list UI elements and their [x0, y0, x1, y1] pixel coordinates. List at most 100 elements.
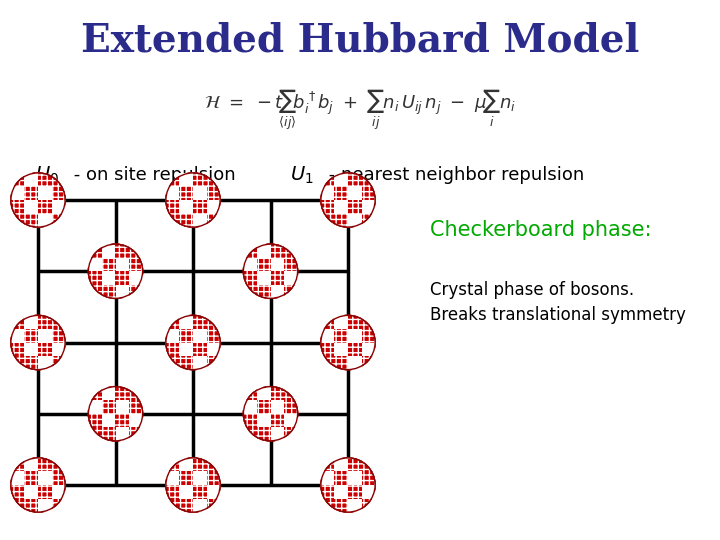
Bar	[129, 271, 143, 285]
Circle shape	[166, 173, 220, 227]
Bar	[284, 271, 297, 285]
Text: Extended Hubbard Model: Extended Hubbard Model	[81, 21, 639, 59]
Bar	[348, 329, 361, 342]
Circle shape	[11, 458, 65, 512]
Circle shape	[166, 173, 220, 227]
Bar	[179, 485, 193, 498]
Bar	[361, 200, 375, 213]
Bar	[11, 186, 24, 200]
Bar	[348, 498, 361, 512]
Bar	[207, 200, 220, 213]
Circle shape	[321, 315, 375, 369]
Text: - nearest neighbor repulsion: - nearest neighbor repulsion	[323, 166, 584, 184]
Circle shape	[166, 315, 220, 369]
Bar	[193, 498, 207, 512]
Bar	[271, 285, 284, 298]
Bar	[38, 356, 52, 369]
Bar	[24, 315, 38, 329]
Circle shape	[321, 173, 375, 227]
Circle shape	[243, 244, 297, 298]
Bar	[271, 400, 284, 414]
Bar	[166, 329, 179, 342]
Bar	[207, 485, 220, 498]
Bar	[38, 213, 52, 227]
Bar	[257, 244, 271, 258]
Bar	[284, 414, 297, 427]
Circle shape	[11, 173, 65, 227]
Bar	[257, 414, 271, 427]
Bar	[115, 285, 129, 298]
Bar	[207, 342, 220, 356]
Bar	[179, 342, 193, 356]
Bar	[24, 458, 38, 471]
Text: Checkerboard phase:: Checkerboard phase:	[430, 220, 652, 240]
Bar	[348, 471, 361, 485]
Bar	[335, 173, 348, 186]
Circle shape	[166, 458, 220, 512]
Bar	[24, 200, 38, 213]
Circle shape	[321, 315, 375, 369]
Bar	[89, 258, 102, 271]
Circle shape	[166, 458, 220, 512]
Bar	[24, 173, 38, 186]
Bar	[38, 498, 52, 512]
Bar	[115, 258, 129, 271]
Bar	[193, 186, 207, 200]
Bar	[348, 213, 361, 227]
Bar	[115, 427, 129, 441]
Circle shape	[89, 244, 143, 298]
Bar	[166, 471, 179, 485]
Bar	[321, 186, 335, 200]
Bar	[193, 213, 207, 227]
Bar	[335, 485, 348, 498]
Circle shape	[243, 387, 297, 441]
Circle shape	[89, 387, 143, 441]
Bar	[193, 356, 207, 369]
Bar	[271, 427, 284, 441]
Bar	[193, 471, 207, 485]
Bar	[361, 342, 375, 356]
Bar	[361, 485, 375, 498]
Bar	[38, 471, 52, 485]
Bar	[243, 258, 257, 271]
Bar	[52, 485, 65, 498]
Bar	[179, 458, 193, 471]
Circle shape	[11, 458, 65, 512]
Bar	[321, 329, 335, 342]
Bar	[257, 387, 271, 400]
Bar	[179, 173, 193, 186]
Circle shape	[89, 387, 143, 441]
Bar	[52, 342, 65, 356]
Circle shape	[321, 458, 375, 512]
Circle shape	[166, 315, 220, 369]
Bar	[335, 458, 348, 471]
Bar	[11, 329, 24, 342]
Bar	[321, 471, 335, 485]
Circle shape	[243, 244, 297, 298]
Bar	[179, 200, 193, 213]
Bar	[24, 342, 38, 356]
Bar	[179, 315, 193, 329]
Circle shape	[11, 315, 65, 369]
Bar	[257, 271, 271, 285]
Bar	[348, 186, 361, 200]
Bar	[102, 244, 115, 258]
Bar	[102, 414, 115, 427]
Circle shape	[11, 315, 65, 369]
Bar	[335, 200, 348, 213]
Bar	[271, 258, 284, 271]
Text: $U_0$: $U_0$	[35, 164, 59, 186]
Bar	[166, 186, 179, 200]
Text: Breaks translational symmetry: Breaks translational symmetry	[430, 306, 686, 324]
Bar	[102, 387, 115, 400]
Bar	[348, 356, 361, 369]
Bar	[102, 271, 115, 285]
Circle shape	[321, 458, 375, 512]
Bar	[335, 315, 348, 329]
Bar	[38, 186, 52, 200]
Circle shape	[243, 387, 297, 441]
Text: $U_1$: $U_1$	[290, 164, 314, 186]
Bar	[129, 414, 143, 427]
Bar	[11, 471, 24, 485]
Circle shape	[321, 173, 375, 227]
